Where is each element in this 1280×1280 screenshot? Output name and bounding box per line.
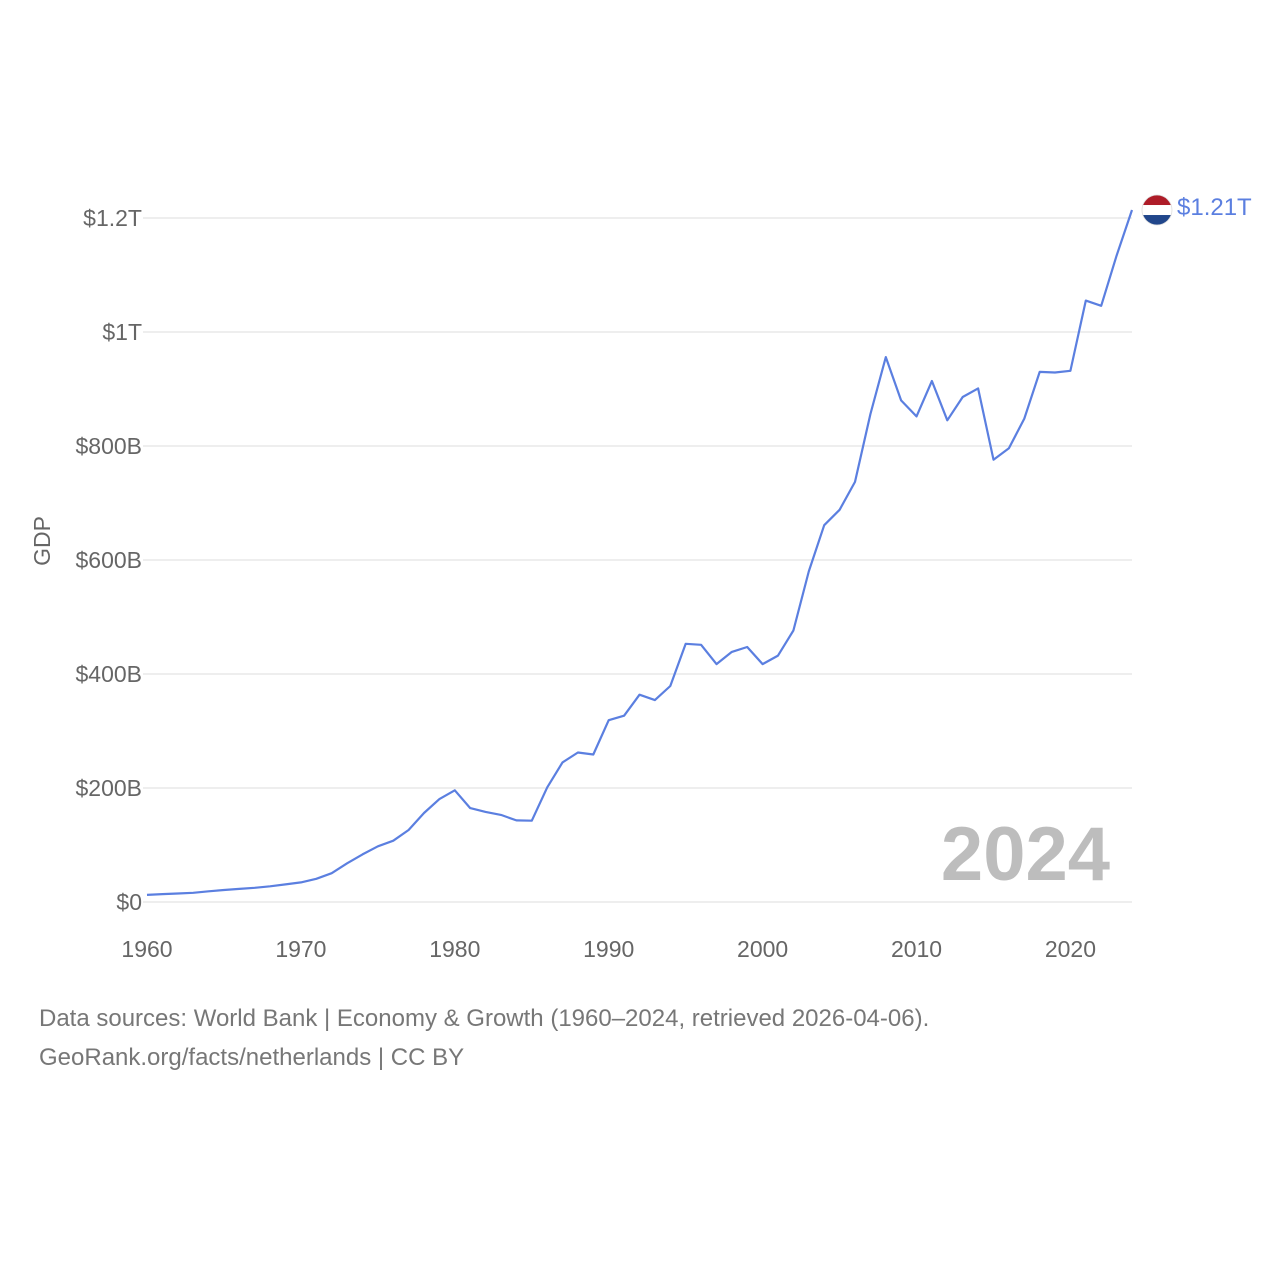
x-axis-ticks: 1960 1970 1980 1990 2000 2010 2020 [121, 936, 1096, 962]
series-end-value-label: $1.21T [1177, 194, 1252, 221]
attribution-link[interactable]: GeoRank.org/facts/netherlands | CC BY [39, 1044, 465, 1071]
x-tick-label: 1980 [429, 936, 480, 962]
y-tick-label: $0 [116, 889, 142, 915]
x-tick-label: 1970 [275, 936, 326, 962]
series-group: $1.21T [146, 194, 1252, 896]
y-axis-ticks: $0 $200B $400B $600B $800B $1T $1.2T [75, 205, 142, 915]
y-tick-label: $1.2T [83, 205, 142, 231]
current-year-label: 2024 [941, 812, 1110, 897]
x-tick-label: 2000 [737, 936, 788, 962]
y-tick-label: $200B [75, 775, 142, 801]
flag-stripe [1142, 195, 1172, 206]
x-tick-label: 1960 [121, 936, 172, 962]
flag-outline [1141, 194, 1173, 226]
netherlands-flag-icon [1141, 194, 1173, 226]
y-tick-label: $800B [75, 433, 142, 459]
flag-stripe [1142, 205, 1172, 216]
y-axis-title: GDP [29, 516, 55, 566]
x-tick-label: 1990 [583, 936, 634, 962]
grid-lines [143, 217, 1132, 903]
data-source-note: Data sources: World Bank | Economy & Gro… [39, 1005, 930, 1032]
x-tick-label: 2010 [891, 936, 942, 962]
x-tick-label: 2020 [1045, 936, 1096, 962]
flag-stripe [1142, 215, 1172, 226]
y-tick-label: $600B [75, 547, 142, 573]
series-line-netherlands[interactable] [146, 209, 1134, 896]
y-tick-label: $1T [102, 319, 142, 345]
y-tick-label: $400B [75, 661, 142, 687]
